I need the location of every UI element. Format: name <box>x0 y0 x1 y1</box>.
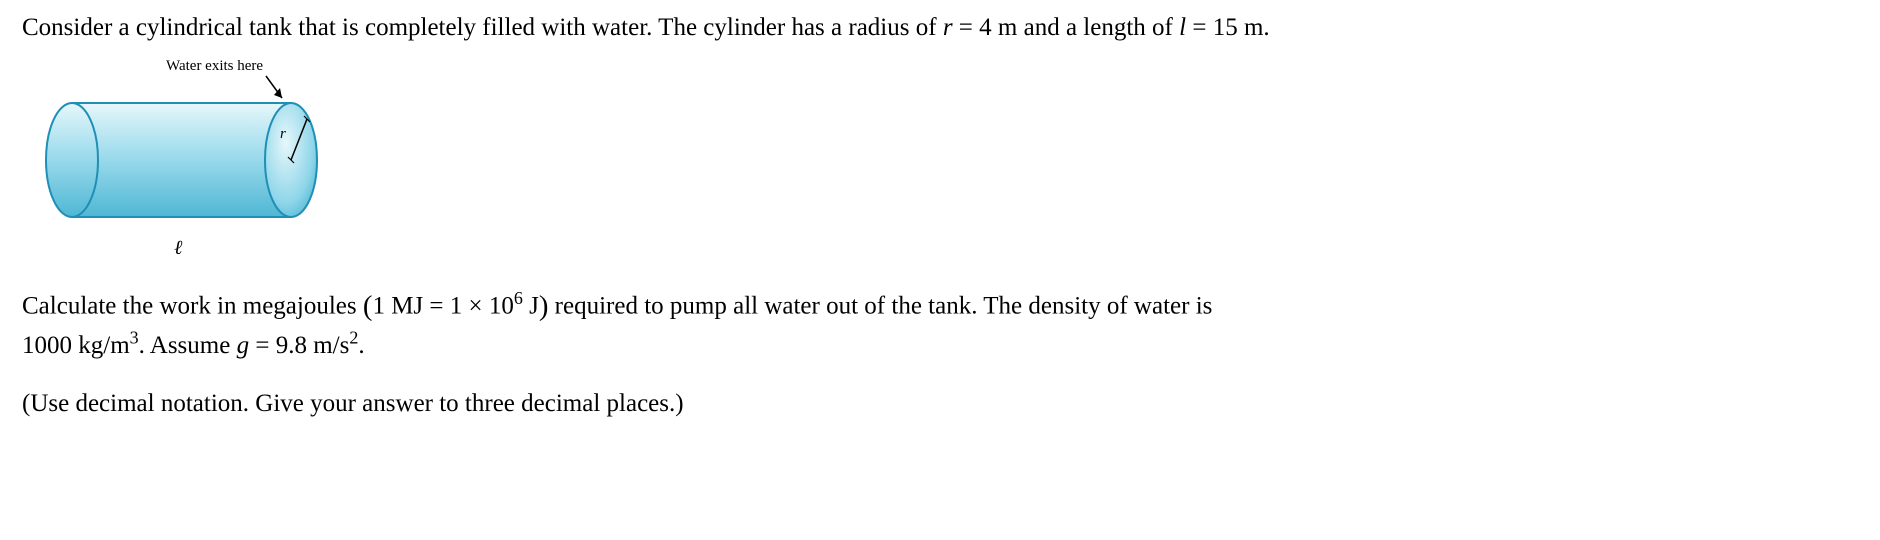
val-l: 15 m <box>1213 14 1264 41</box>
val-g: 9.8 m/s <box>276 332 350 359</box>
text: Consider a cylindrical tank that is comp… <box>22 14 943 41</box>
figure: Water exits here <box>44 56 1858 266</box>
text: . <box>1263 14 1269 41</box>
problem-page: Consider a cylindrical tank that is comp… <box>0 0 1880 442</box>
text: = <box>1186 14 1213 41</box>
text: and a length of <box>1017 14 1179 41</box>
text: = <box>249 332 276 359</box>
exp-3: 3 <box>130 328 139 348</box>
exp-6: 6 <box>514 288 523 308</box>
length-label: ℓ <box>174 234 182 263</box>
paren-close: ) <box>539 290 549 322</box>
paragraph-2: Calculate the work in megajoules (1 MJ =… <box>22 286 1858 364</box>
paragraph-1: Consider a cylindrical tank that is comp… <box>22 10 1858 46</box>
cylinder-icon <box>44 101 319 219</box>
var-r: r <box>943 14 953 41</box>
val-r: 4 m <box>979 14 1017 41</box>
paragraph-3: (Use decimal notation. Give your answer … <box>22 386 1858 422</box>
mj-eq: 1 MJ = 1 × 10 <box>372 293 513 320</box>
instruction: (Use decimal notation. Give your answer … <box>22 390 684 417</box>
text: Calculate the work in megajoules <box>22 293 363 320</box>
text: . Assume <box>139 332 237 359</box>
text: . <box>358 332 364 359</box>
text: = <box>953 14 980 41</box>
mj-unit: J <box>523 293 539 320</box>
arrow-icon <box>264 74 286 102</box>
var-g: g <box>237 332 250 359</box>
text: required to pump all water out of the ta… <box>548 293 1212 320</box>
exp-2: 2 <box>349 328 358 348</box>
radius-label: r <box>280 124 286 146</box>
exit-label: Water exits here <box>166 56 263 78</box>
density: 1000 kg/m <box>22 332 130 359</box>
